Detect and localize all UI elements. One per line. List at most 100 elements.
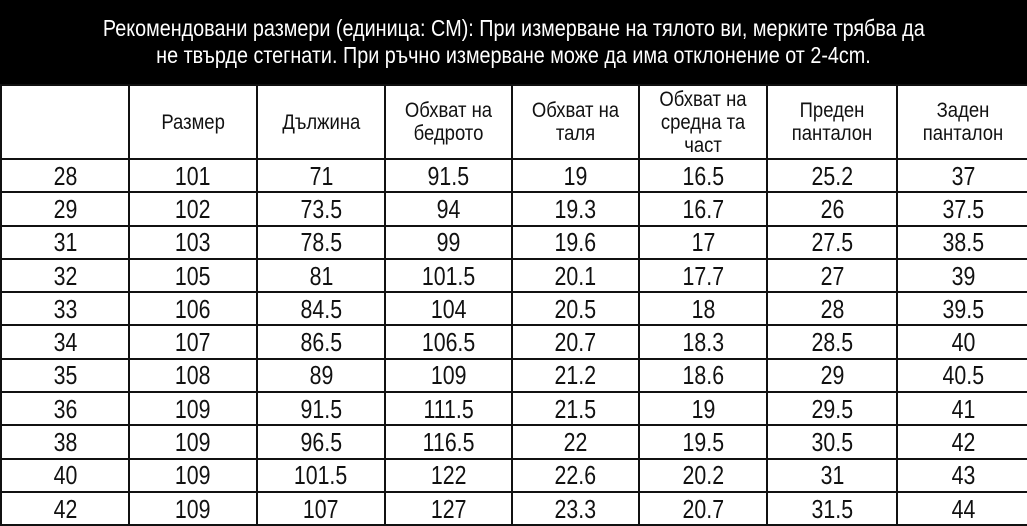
cell-value: 105 <box>175 260 211 291</box>
cell-value: 19.5 <box>682 427 724 458</box>
cell-value: 109 <box>175 493 211 524</box>
title-banner: Рекомендовани размери (единица: CM): При… <box>0 0 1027 84</box>
cell-value: 28 <box>820 293 844 324</box>
cell-value: 96.5 <box>300 427 342 458</box>
table-cell: 16.5 <box>638 157 768 194</box>
cell-value: 78.5 <box>300 227 342 258</box>
table-cell: 111.5 <box>384 391 513 427</box>
table-cell: 25.2 <box>766 157 898 194</box>
table-cell: 89 <box>256 357 386 394</box>
table-cell: 91.5 <box>384 157 513 194</box>
table-cell: 107 <box>128 324 258 360</box>
table-row: 36 109 91.5 111.5 21.5 19 29.5 41 <box>0 391 1027 427</box>
table-cell: 28 <box>0 157 130 194</box>
cell-value: 91.5 <box>427 160 470 191</box>
table-cell: 101.5 <box>384 257 513 294</box>
table-cell: 42 <box>0 490 130 526</box>
cell-value: 39 <box>951 260 975 291</box>
table-cell: 33 <box>0 291 130 327</box>
column-header: Обхват на бедрото <box>384 84 513 160</box>
table-cell: 127 <box>384 490 513 526</box>
cell-value: 99 <box>436 227 461 258</box>
cell-value: 107 <box>303 493 339 524</box>
table-cell: 27 <box>766 257 898 294</box>
cell-value: 71 <box>309 160 333 191</box>
cell-value: 109 <box>175 427 211 458</box>
cell-value: 20.1 <box>554 260 597 291</box>
cell-value: 109 <box>175 460 211 491</box>
cell-value: 22 <box>563 427 588 458</box>
column-header-label: Заден панталон <box>922 99 1004 145</box>
table-cell: 31 <box>766 457 898 493</box>
cell-value: 109 <box>175 393 211 424</box>
table-cell: 31.5 <box>766 490 898 526</box>
cell-value: 19.6 <box>554 227 597 258</box>
cell-value: 108 <box>175 360 211 391</box>
cell-value: 30.5 <box>811 427 853 458</box>
table-cell: 94 <box>384 191 513 227</box>
table-row: 34 107 86.5 106.5 20.7 18.3 28.5 40 <box>0 324 1027 360</box>
table-cell: 30.5 <box>766 424 898 460</box>
table-cell: 17.7 <box>638 257 768 294</box>
table-cell: 78.5 <box>256 224 386 260</box>
table-cell: 106 <box>128 291 258 327</box>
cell-value: 42 <box>53 493 77 524</box>
table-cell: 41 <box>896 391 1027 427</box>
cell-value: 29 <box>820 360 844 391</box>
cell-value: 35 <box>53 360 77 391</box>
cell-value: 20.7 <box>682 493 724 524</box>
table-cell: 38.5 <box>896 224 1027 260</box>
cell-value: 16.7 <box>682 193 724 224</box>
table-cell: 104 <box>384 291 513 327</box>
column-header-label: Обхват на таля <box>531 99 620 145</box>
cell-value: 18.6 <box>682 360 724 391</box>
table-cell: 23.3 <box>511 490 640 526</box>
table-cell: 27.5 <box>766 224 898 260</box>
column-header: Размер <box>128 84 258 160</box>
cell-value: 17 <box>691 227 715 258</box>
table-cell: 109 <box>384 357 513 394</box>
column-header-label: Дължина <box>281 110 361 134</box>
table-cell: 40 <box>896 324 1027 360</box>
cell-value: 31 <box>820 460 844 491</box>
cell-value: 40.5 <box>942 360 984 391</box>
cell-value: 22.6 <box>554 460 597 491</box>
table-cell: 99 <box>384 224 513 260</box>
cell-value: 36 <box>53 393 77 424</box>
table-cell: 91.5 <box>256 391 386 427</box>
table-cell: 20.5 <box>511 291 640 327</box>
table-cell: 20.7 <box>638 490 768 526</box>
banner-line-2: не твърде стегнати. При ръчно измерване … <box>156 42 871 68</box>
table-cell: 122 <box>384 457 513 493</box>
cell-value: 38.5 <box>942 227 984 258</box>
table-cell: 108 <box>128 357 258 394</box>
table-cell: 20.2 <box>638 457 768 493</box>
table-cell: 109 <box>128 424 258 460</box>
cell-value: 32 <box>53 260 77 291</box>
table-cell: 29.5 <box>766 391 898 427</box>
table-cell: 29 <box>766 357 898 394</box>
cell-value: 18.3 <box>682 327 724 358</box>
cell-value: 109 <box>430 360 467 391</box>
cell-value: 31.5 <box>811 493 853 524</box>
table-cell: 40.5 <box>896 357 1027 394</box>
cell-value: 20.7 <box>554 327 597 358</box>
table-cell: 103 <box>128 224 258 260</box>
cell-value: 39.5 <box>942 293 984 324</box>
cell-value: 106.5 <box>421 327 476 358</box>
cell-value: 127 <box>430 493 467 524</box>
cell-value: 37 <box>951 160 975 191</box>
table-row: 28 101 71 91.5 19 16.5 25.2 37 <box>0 157 1027 194</box>
table-cell: 35 <box>0 357 130 394</box>
table-row: 35 108 89 109 21.2 18.6 29 40.5 <box>0 357 1027 394</box>
table-cell: 17 <box>638 224 768 260</box>
cell-value: 40 <box>951 327 975 358</box>
table-cell: 19.3 <box>511 191 640 227</box>
cell-value: 20.2 <box>682 460 724 491</box>
table-cell: 105 <box>128 257 258 294</box>
table-cell: 37 <box>896 157 1027 194</box>
table-cell: 109 <box>128 457 258 493</box>
table-row: 29 102 73.5 94 19.3 16.7 26 37.5 <box>0 191 1027 227</box>
table-cell: 19 <box>638 391 768 427</box>
table-cell: 106.5 <box>384 324 513 360</box>
